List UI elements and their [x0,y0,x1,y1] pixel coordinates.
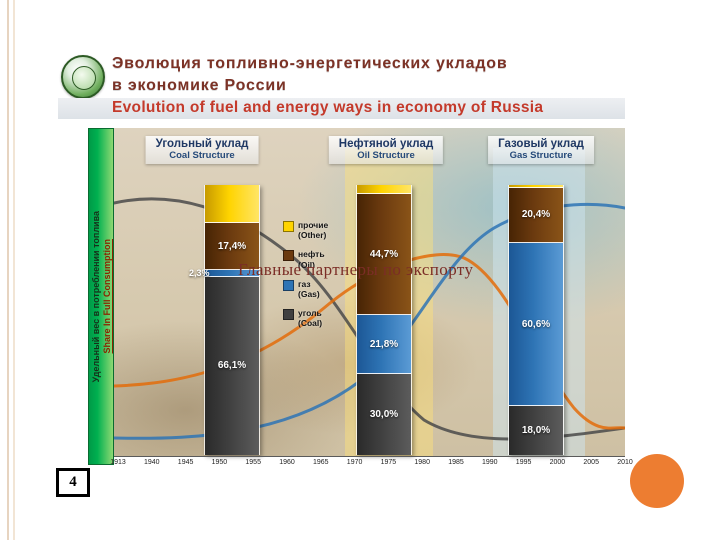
segment-value-label: 17,4% [217,240,247,252]
logo-globe-icon [72,66,96,90]
x-tick-label: 1990 [482,459,498,466]
segment-value-label: 60,6% [521,318,551,330]
x-tick-label: 1945 [177,459,194,466]
column-header-3: Газовый уклад Gas Structure [488,136,594,164]
legend-label: уголь (Coal) [298,308,323,329]
x-tick-label: 1960 [279,459,295,466]
slide-title-ru-line2: в экономике России [112,77,287,94]
x-tick-label: 1970 [346,459,363,466]
segment-value-label: 2,3% [189,267,210,278]
x-tick-label: 1985 [448,459,464,466]
x-axis: 1913 1940 1945 1950 1955 1960 1965 1970 1975 1980… [110,459,633,471]
legend-swatch-oil [283,250,294,262]
decorative-circle [630,454,684,508]
column-title-ru: Газовый уклад [498,138,584,150]
bar-segment-gas: 2,3% [189,268,259,278]
x-tick-label: 1980 [414,459,430,466]
bar-segment-coal: 66,1% [205,276,259,455]
x-tick-label: 1965 [313,459,329,466]
bar-segment-other [509,185,563,188]
bar-segment-other [357,185,411,195]
column-title-en: Coal Structure [169,150,235,161]
left-margin-stripe [13,0,15,540]
bar-segment-other [205,185,259,224]
column-title-ru: Нефтяной уклад [338,138,434,150]
legend-label: нефть (Oil) [298,249,325,270]
legend-item-gas: газ (Gas) [283,279,331,299]
column-title-ru: Угольный уклад [155,138,249,150]
segment-value-label: 66,1% [217,360,247,372]
legend-item-coal: уголь (Coal) [283,308,331,328]
bar-segment-coal: 18,0% [509,406,563,455]
chart-legend: прочие (Other) нефть (Oil) газ (Gas) уголь … [283,220,331,338]
stacked-bar-1: 17,4% 2,3% 66,1% [189,185,260,455]
y-axis-label-en: Share In Full Consumption [101,239,112,354]
column-header-2: Нефтяной уклад Oil Structure [328,136,444,164]
column-title-en: Oil Structure [357,150,415,161]
bar-segment-gas: 21,8% [357,315,411,374]
x-tick-label: 1950 [211,459,228,466]
x-tick-label: 2010 [617,459,633,466]
plot-area: прочие (Other) нефть (Oil) газ (Gas) уголь … [114,128,625,456]
x-tick-label: 1995 [515,459,532,466]
column-title-en: Gas Structure [509,150,573,161]
bar-segment-oil: 20,4% [509,187,563,243]
column-header-1: Угольный уклад Coal Structure [145,136,259,164]
x-tick-label: 2005 [583,459,599,466]
stacked-bar-3: 20,4% 60,6% 18,0% [508,185,564,455]
x-tick-label: 2000 [549,459,566,466]
segment-value-label: 18,0% [521,425,551,437]
bar-segment-oil: 17,4% [205,223,259,271]
bar-segment-oil: 44,7% [357,194,411,316]
y-axis-label-ru: Удельный вес в потреблении топлива [90,210,101,383]
bar-segment-coal: 30,0% [357,374,411,455]
x-tick-label: 1940 [144,459,160,466]
logo [61,55,105,99]
legend-swatch-other [283,221,294,232]
legend-label: газ (Gas) [298,278,320,299]
legend-item-oil: нефть (Oil) [283,249,331,270]
segment-value-label: 21,8% [369,338,399,350]
legend-swatch-gas [283,279,294,291]
bar-segment-gas: 60,6% [509,242,563,407]
y-axis-label-bar: Удельный вес в потреблении топлива Share… [88,128,114,465]
left-margin-stripe [7,0,9,540]
segment-value-label: 30,0% [369,409,399,420]
page-number: 4 [56,468,90,497]
x-tick-label: 1955 [245,459,261,466]
legend-label: прочие (Other) [298,220,329,241]
stacked-bar-2: 44,7% 21,8% 30,0% [356,185,412,455]
x-tick-label: 1913 [110,459,126,466]
title-underlay-band [58,98,625,119]
segment-value-label: 20,4% [521,209,551,221]
legend-item-other: прочие (Other) [283,220,331,240]
legend-swatch-coal [283,309,294,321]
slide-title-en: Evolution of fuel and energy ways in eco… [112,99,544,116]
x-axis-line [114,456,625,457]
segment-value-label: 44,7% [369,248,399,260]
overlay-caption: Главные партнеры по экспорту [238,260,474,279]
x-tick-label: 1975 [380,459,397,466]
slide-title-ru-line1: Эволюция топливно-энергетических укладов [112,55,508,72]
